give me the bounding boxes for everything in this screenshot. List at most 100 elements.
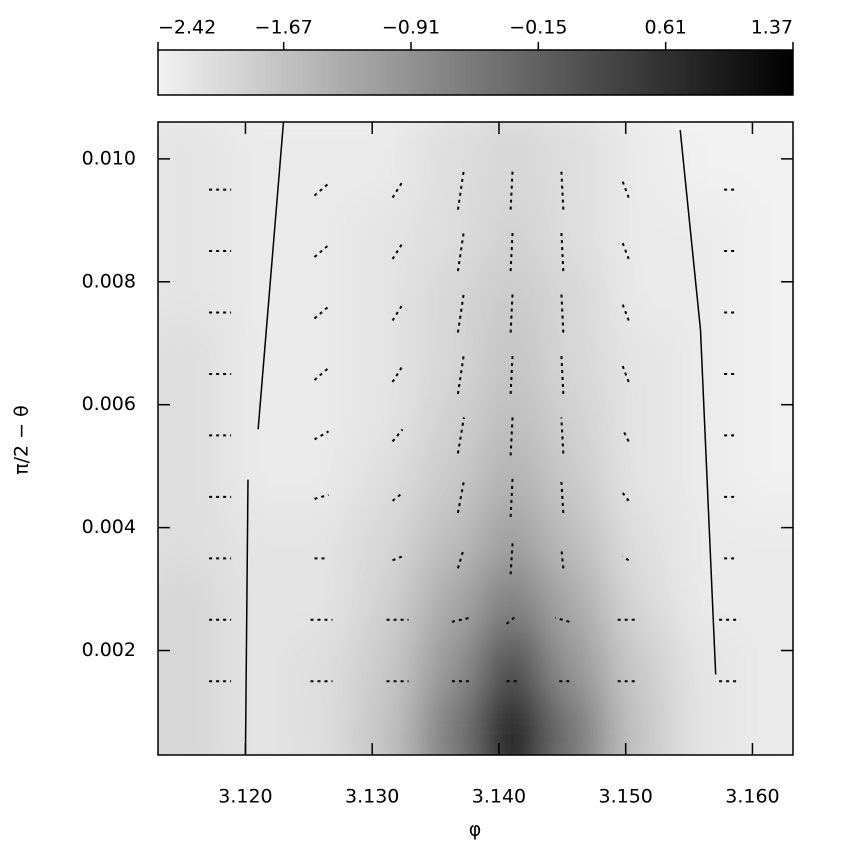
heat-cell bbox=[353, 122, 418, 203]
y-axis-label: π/2 − θ bbox=[11, 405, 33, 475]
vector bbox=[621, 181, 630, 198]
heat-cell bbox=[670, 693, 735, 755]
colorbar bbox=[157, 49, 794, 96]
heat-cell bbox=[226, 324, 291, 388]
colorbar-tick-label: 0.61 bbox=[645, 17, 687, 39]
colorbar-tick-label: −2.42 bbox=[158, 17, 216, 39]
heat-cell bbox=[606, 509, 672, 572]
heat-cell bbox=[416, 263, 481, 326]
heat-cell bbox=[543, 447, 608, 511]
vector bbox=[314, 493, 329, 500]
heat-cell bbox=[479, 509, 545, 572]
vector bbox=[621, 492, 630, 502]
heat-cell bbox=[479, 632, 545, 695]
heat-cell bbox=[670, 447, 735, 511]
vector bbox=[313, 367, 330, 381]
heat-cell bbox=[670, 263, 735, 326]
heat-cell bbox=[289, 201, 355, 265]
vector bbox=[622, 555, 630, 562]
heat-cell bbox=[353, 570, 418, 634]
heat-cell bbox=[733, 201, 793, 265]
y-tick-label: 0.006 bbox=[82, 393, 136, 415]
heat-cell bbox=[353, 447, 418, 511]
vector bbox=[391, 492, 404, 502]
heat-cell bbox=[416, 693, 481, 755]
heat-cell bbox=[543, 693, 608, 755]
vector bbox=[391, 242, 404, 260]
vector bbox=[392, 555, 403, 562]
contour-line bbox=[679, 129, 717, 675]
heat-cell bbox=[606, 263, 672, 326]
vector bbox=[555, 616, 570, 623]
heat-cell bbox=[733, 509, 793, 572]
heat-cell bbox=[353, 693, 418, 755]
heat-cell bbox=[158, 693, 228, 755]
heat-cell bbox=[226, 447, 291, 511]
heat-cell bbox=[353, 386, 418, 449]
heat-cell bbox=[226, 632, 291, 695]
vector bbox=[621, 242, 630, 260]
vector bbox=[391, 365, 404, 383]
vector bbox=[313, 305, 330, 320]
vector bbox=[391, 181, 404, 199]
heat-cell bbox=[479, 570, 545, 634]
y-tick-label: 0.008 bbox=[82, 270, 136, 292]
x-axis-label: φ bbox=[469, 819, 482, 841]
heat-cell bbox=[158, 632, 228, 695]
heat-cell bbox=[606, 386, 672, 449]
colorbar-tick-label: 1.37 bbox=[751, 17, 793, 39]
heat-cell bbox=[289, 386, 355, 449]
vector bbox=[456, 417, 465, 454]
heat-cell bbox=[606, 693, 672, 755]
heat-cell bbox=[479, 122, 545, 203]
heat-cell bbox=[606, 201, 672, 265]
heat-cell bbox=[543, 570, 608, 634]
heat-cell bbox=[670, 122, 735, 203]
heat-cell bbox=[416, 632, 481, 695]
vector bbox=[621, 428, 630, 442]
vector bbox=[451, 616, 471, 623]
x-tick-label: 3.120 bbox=[218, 786, 272, 808]
heat-cell bbox=[733, 386, 793, 449]
heat-cell bbox=[226, 263, 291, 326]
x-tick-label: 3.130 bbox=[345, 786, 399, 808]
heat-cell bbox=[733, 632, 793, 695]
heat-cell bbox=[416, 122, 481, 203]
heat-cell bbox=[158, 386, 228, 449]
heat-cell bbox=[158, 447, 228, 511]
heat-cell bbox=[733, 447, 793, 511]
plot-frame bbox=[157, 121, 794, 756]
heat-cell bbox=[289, 632, 355, 695]
vector bbox=[560, 480, 565, 513]
heat-cell bbox=[416, 201, 481, 265]
heat-cell bbox=[543, 122, 608, 203]
heat-cell bbox=[289, 263, 355, 326]
heat-cell bbox=[158, 201, 228, 265]
vector bbox=[391, 428, 404, 443]
heat-cell bbox=[543, 324, 608, 388]
colorbar-tick-label: −0.91 bbox=[382, 17, 440, 39]
overlay bbox=[209, 122, 737, 755]
heat-cell bbox=[353, 632, 418, 695]
heat-cell bbox=[353, 263, 418, 326]
heat-cell bbox=[158, 122, 228, 203]
heat-cell bbox=[353, 201, 418, 265]
heat-cell bbox=[733, 570, 793, 634]
heat-cell bbox=[733, 324, 793, 388]
heat-cell bbox=[606, 122, 672, 203]
heat-cell bbox=[606, 632, 672, 695]
colorbar-tick-label: −1.67 bbox=[255, 17, 313, 39]
heat-cell bbox=[226, 693, 291, 755]
heat-cell bbox=[158, 324, 228, 388]
heat-cell bbox=[479, 693, 545, 755]
heat-cell bbox=[670, 570, 735, 634]
heat-cell bbox=[226, 201, 291, 265]
heat-cell bbox=[733, 122, 793, 203]
vector bbox=[456, 480, 465, 514]
heat-cell bbox=[543, 386, 608, 449]
y-tick-label: 0.002 bbox=[82, 639, 136, 661]
heat-cell bbox=[226, 570, 291, 634]
y-tick-label: 0.010 bbox=[82, 147, 136, 169]
heat-cell bbox=[158, 570, 228, 634]
